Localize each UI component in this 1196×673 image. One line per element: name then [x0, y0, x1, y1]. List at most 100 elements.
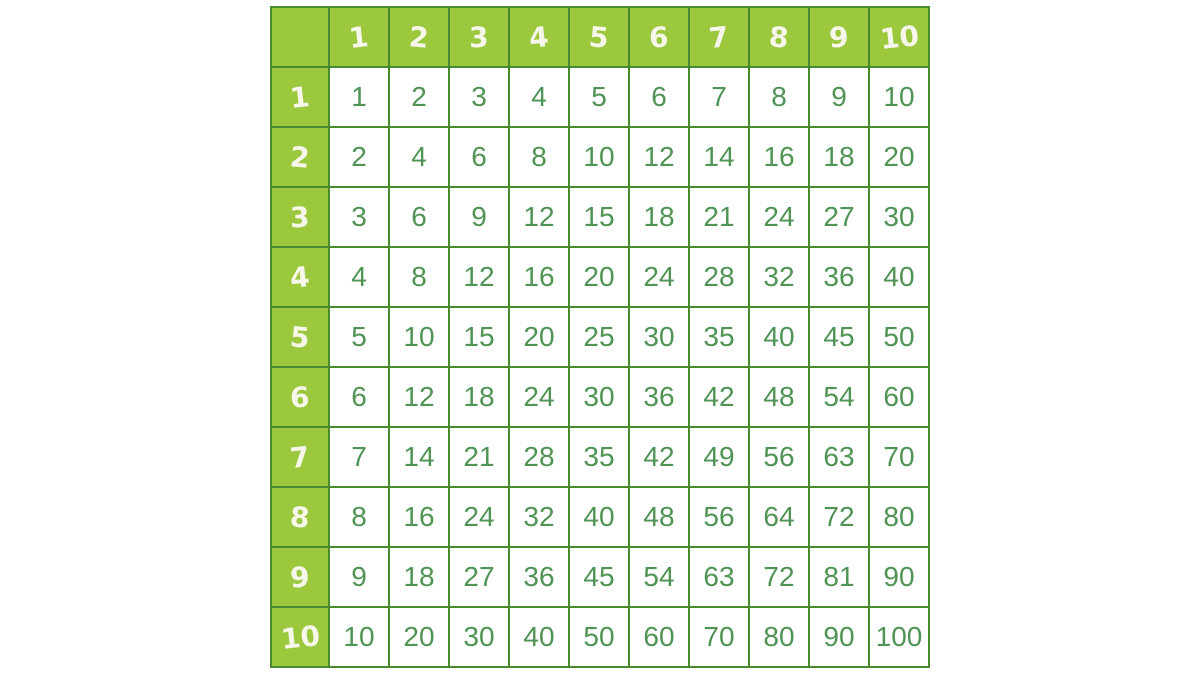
product-cell: 14 — [688, 126, 750, 188]
column-header-4: 4 — [508, 6, 570, 68]
product-cell: 15 — [448, 306, 510, 368]
row-header-9: 9 — [270, 546, 330, 608]
row-header-7: 7 — [270, 426, 330, 488]
column-header-label: 6 — [648, 20, 670, 54]
product-cell: 48 — [628, 486, 690, 548]
product-cell: 24 — [448, 486, 510, 548]
product-cell: 27 — [808, 186, 870, 248]
product-cell: 27 — [448, 546, 510, 608]
table-row: 2 2 4 6 8 10 12 14 16 18 20 — [270, 126, 930, 188]
column-header-6: 6 — [628, 6, 690, 68]
table-row: 8 8 16 24 32 40 48 56 64 72 80 — [270, 486, 930, 548]
product-cell: 35 — [688, 306, 750, 368]
row-header-label: 7 — [288, 439, 312, 475]
product-cell: 60 — [868, 366, 930, 428]
row-header-label: 5 — [288, 319, 312, 355]
product-cell: 7 — [688, 66, 750, 128]
product-cell: 49 — [688, 426, 750, 488]
product-cell: 35 — [568, 426, 630, 488]
product-cell: 100 — [868, 606, 930, 668]
table-row: 6 6 12 18 24 30 36 42 48 54 60 — [270, 366, 930, 428]
product-cell: 6 — [328, 366, 390, 428]
product-cell: 30 — [628, 306, 690, 368]
table-row: 4 4 8 12 16 20 24 28 32 36 40 — [270, 246, 930, 308]
product-cell: 2 — [328, 126, 390, 188]
column-header-label: 5 — [587, 19, 611, 55]
product-cell: 81 — [808, 546, 870, 608]
column-header-label: 3 — [468, 20, 490, 54]
product-cell: 80 — [748, 606, 810, 668]
product-cell: 12 — [508, 186, 570, 248]
product-cell: 20 — [388, 606, 450, 668]
product-cell: 18 — [628, 186, 690, 248]
product-cell: 48 — [748, 366, 810, 428]
product-cell: 20 — [508, 306, 570, 368]
product-cell: 9 — [448, 186, 510, 248]
table-row: 9 9 18 27 36 45 54 63 72 81 90 — [270, 546, 930, 608]
product-cell: 4 — [508, 66, 570, 128]
product-cell: 8 — [388, 246, 450, 308]
row-header-5: 5 — [270, 306, 330, 368]
row-header-6: 6 — [270, 366, 330, 428]
product-cell: 36 — [628, 366, 690, 428]
product-cell: 10 — [328, 606, 390, 668]
product-cell: 18 — [808, 126, 870, 188]
product-cell: 90 — [808, 606, 870, 668]
product-cell: 42 — [688, 366, 750, 428]
column-header-1: 1 — [328, 6, 390, 68]
product-cell: 3 — [328, 186, 390, 248]
product-cell: 21 — [688, 186, 750, 248]
product-cell: 25 — [568, 306, 630, 368]
product-cell: 30 — [448, 606, 510, 668]
product-cell: 18 — [388, 546, 450, 608]
table-row: 5 5 10 15 20 25 30 35 40 45 50 — [270, 306, 930, 368]
product-cell: 32 — [748, 246, 810, 308]
product-cell: 42 — [628, 426, 690, 488]
product-cell: 5 — [568, 66, 630, 128]
product-cell: 14 — [388, 426, 450, 488]
row-header-3: 3 — [270, 186, 330, 248]
product-cell: 28 — [688, 246, 750, 308]
row-header-label: 3 — [289, 200, 311, 234]
product-cell: 40 — [868, 246, 930, 308]
product-cell: 63 — [808, 426, 870, 488]
column-header-row: 1 2 3 4 5 6 7 8 9 10 — [270, 6, 930, 68]
product-cell: 10 — [868, 66, 930, 128]
product-cell: 72 — [748, 546, 810, 608]
row-header-label: 10 — [278, 618, 322, 656]
product-cell: 30 — [868, 186, 930, 248]
product-cell: 6 — [388, 186, 450, 248]
table-row: 7 7 14 21 28 35 42 49 56 63 70 — [270, 426, 930, 488]
row-header-2: 2 — [270, 126, 330, 188]
column-header-label: 10 — [877, 18, 921, 56]
corner-cell — [270, 6, 330, 68]
column-header-9: 9 — [808, 6, 870, 68]
product-cell: 56 — [748, 426, 810, 488]
product-cell: 50 — [568, 606, 630, 668]
product-cell: 21 — [448, 426, 510, 488]
product-cell: 18 — [448, 366, 510, 428]
row-header-4: 4 — [270, 246, 330, 308]
column-header-label: 2 — [407, 19, 431, 55]
product-cell: 16 — [508, 246, 570, 308]
product-cell: 24 — [748, 186, 810, 248]
row-header-label: 2 — [288, 139, 312, 175]
product-cell: 9 — [808, 66, 870, 128]
column-header-label: 8 — [767, 19, 791, 55]
row-header-1: 1 — [270, 66, 330, 128]
product-cell: 12 — [448, 246, 510, 308]
row-header-label: 8 — [288, 499, 312, 535]
product-cell: 45 — [568, 546, 630, 608]
column-header-2: 2 — [388, 6, 450, 68]
row-header-label: 9 — [289, 560, 311, 594]
table-row: 10 10 20 30 40 50 60 70 80 90 100 — [270, 606, 930, 668]
product-cell: 6 — [448, 126, 510, 188]
column-header-label: 7 — [707, 19, 731, 55]
product-cell: 9 — [328, 546, 390, 608]
product-cell: 10 — [388, 306, 450, 368]
product-cell: 16 — [748, 126, 810, 188]
product-cell: 16 — [388, 486, 450, 548]
product-cell: 40 — [568, 486, 630, 548]
product-cell: 6 — [628, 66, 690, 128]
product-cell: 54 — [808, 366, 870, 428]
